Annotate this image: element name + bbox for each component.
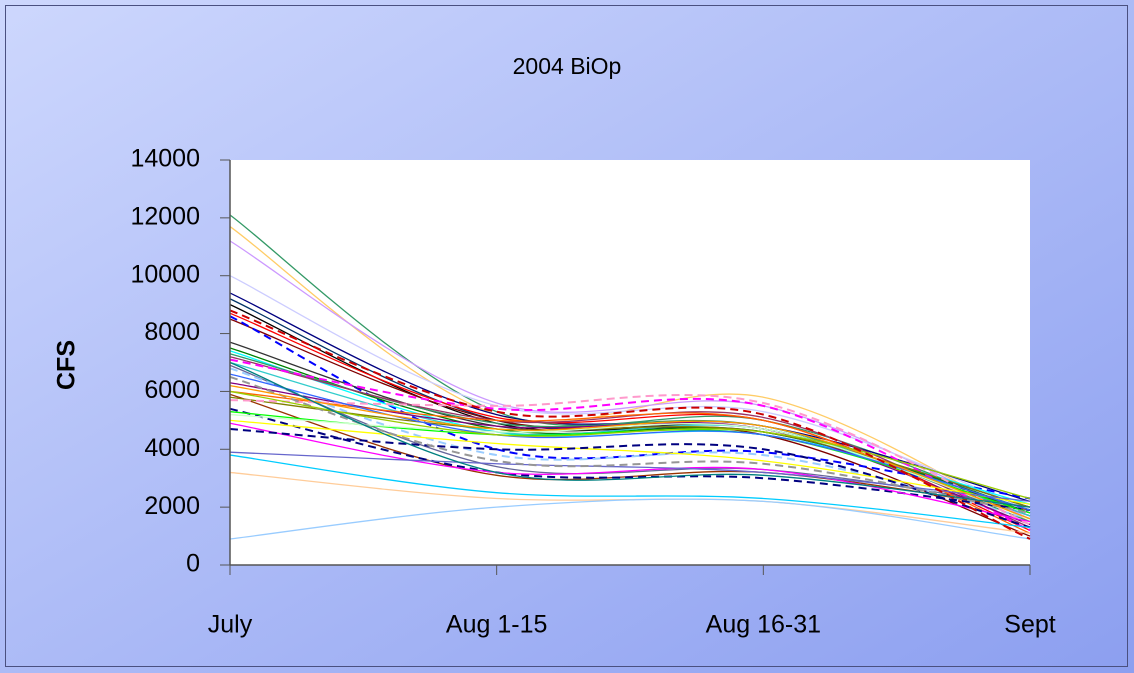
series-line: [229, 385, 1031, 520]
series-line: [229, 390, 1031, 500]
y-tick-label: 4000: [144, 434, 200, 462]
series-line: [229, 428, 1031, 529]
series-line: [229, 240, 1031, 520]
series-line: [229, 309, 1031, 540]
y-tick-label: 12000: [130, 202, 200, 230]
y-tick-label: 0: [186, 550, 200, 578]
x-tick-label: Aug 1-15: [446, 611, 547, 639]
chart-title: 2004 BiOp: [513, 53, 622, 79]
x-tick-label: Sept: [1004, 611, 1055, 639]
series-line: [229, 451, 1031, 503]
y-axis-label: CFS: [53, 340, 81, 390]
series-line: [229, 413, 1031, 520]
series-line: [229, 361, 1031, 508]
plot-area: [230, 160, 1030, 565]
y-tick-label: 8000: [144, 318, 200, 346]
series-line: [229, 376, 1031, 514]
series-line: [229, 312, 1031, 531]
y-tick-label: 6000: [144, 376, 200, 404]
x-tick-label: July: [208, 611, 253, 639]
series-line: [229, 422, 1031, 523]
y-tick-label: 10000: [130, 260, 200, 288]
y-tick-label: 2000: [144, 492, 200, 520]
series-line: [229, 419, 1031, 505]
series-line: [229, 407, 1031, 512]
series-line: [229, 358, 1031, 532]
series-line: [229, 498, 1031, 540]
series-line: [229, 454, 1031, 529]
y-tick-label: 14000: [130, 145, 200, 173]
x-tick-label: Aug 16-31: [706, 611, 821, 639]
series-line: [229, 367, 1031, 520]
series-line: [229, 275, 1031, 511]
frame: [5, 5, 1128, 667]
